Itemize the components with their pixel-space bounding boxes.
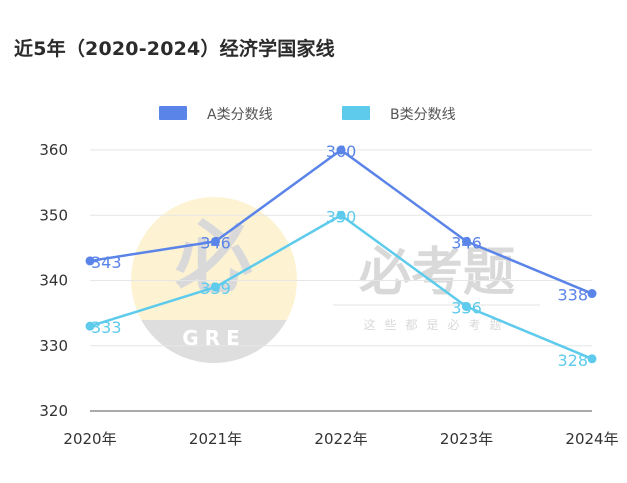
data-point	[462, 236, 471, 246]
data-label: 328	[557, 351, 588, 370]
data-point	[587, 354, 597, 364]
data-label: 350	[326, 207, 357, 226]
data-label: 346	[200, 233, 231, 252]
legend-swatch-a	[159, 106, 187, 120]
series-b: 333 339 350 336 328	[85, 207, 597, 370]
data-label: 346	[451, 233, 482, 252]
x-tick-label: 2022年	[314, 430, 367, 448]
x-tick-label: 2020年	[63, 430, 116, 448]
x-axis-ticks: 2020年 2021年 2022年 2023年 2024年	[63, 430, 618, 448]
watermark: 必 GRE 必考题 这些都是必考题	[131, 197, 540, 363]
x-tick-label: 2024年	[565, 430, 618, 448]
data-label: 336	[451, 299, 482, 318]
x-tick-label: 2021年	[189, 430, 242, 448]
y-tick-label: 350	[39, 206, 68, 224]
y-tick-label: 360	[39, 141, 68, 159]
data-point	[462, 302, 471, 312]
legend-label-a: A类分数线	[207, 107, 273, 123]
y-tick-label: 330	[39, 337, 68, 355]
data-label: 339	[200, 279, 231, 298]
data-point	[211, 236, 220, 246]
watermark-logo-lower	[141, 320, 287, 363]
legend-swatch-b	[342, 106, 370, 120]
series-group: 343 346 360 346 338 333 339 350 336 328	[85, 142, 597, 370]
watermark-brand: 必考题	[359, 243, 515, 303]
watermark-logo-text: GRE	[182, 326, 245, 350]
data-point	[85, 256, 95, 266]
y-tick-label: 320	[39, 402, 68, 420]
data-point	[587, 289, 597, 299]
legend: A类分数线 B类分数线	[159, 106, 456, 123]
data-point	[85, 321, 95, 331]
y-tick-label: 340	[39, 272, 68, 290]
data-label: 360	[326, 142, 357, 161]
data-point	[211, 282, 220, 292]
data-point	[336, 210, 346, 220]
legend-label-b: B类分数线	[390, 107, 456, 123]
chart-title: 近5年（2020-2024）经济学国家线	[14, 38, 335, 60]
data-point	[336, 145, 346, 155]
y-axis-ticks: 320 330 340 350 360	[39, 141, 68, 420]
data-label: 333	[91, 318, 122, 337]
data-label: 338	[557, 286, 588, 305]
data-label: 343	[91, 253, 122, 272]
watermark-slogan: 这些都是必考题	[363, 317, 510, 332]
x-tick-label: 2023年	[440, 430, 493, 448]
series-a: 343 346 360 346 338	[85, 142, 597, 305]
